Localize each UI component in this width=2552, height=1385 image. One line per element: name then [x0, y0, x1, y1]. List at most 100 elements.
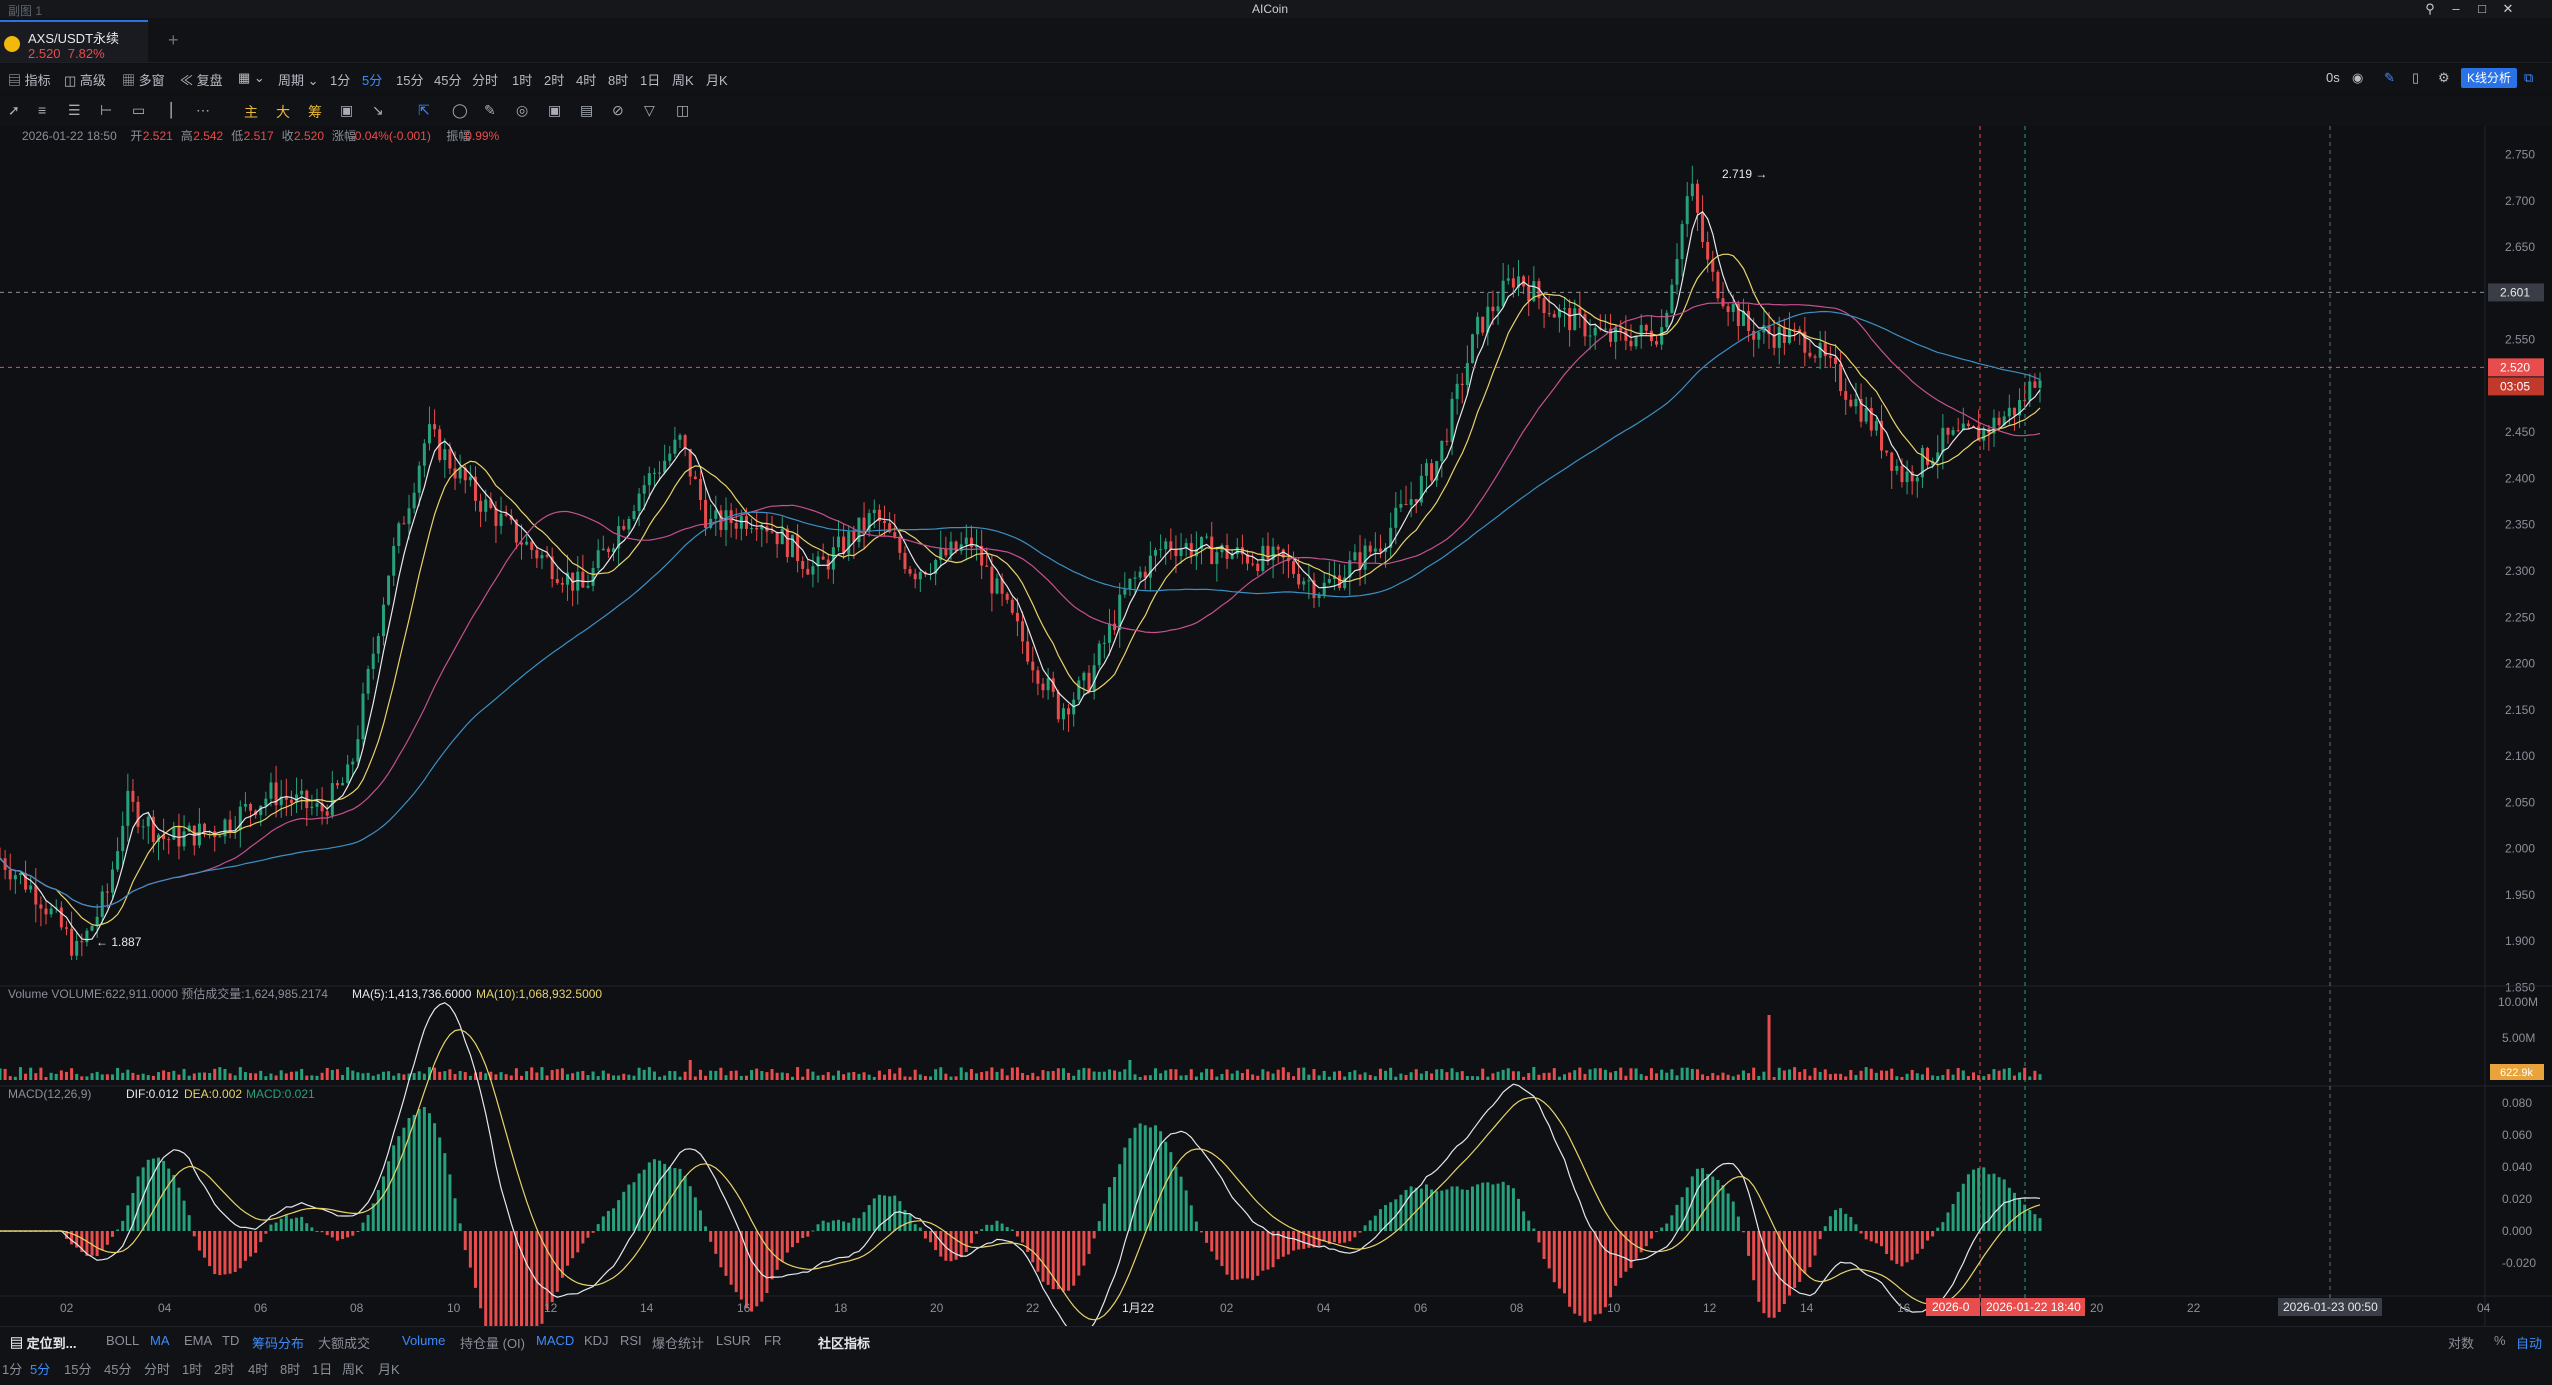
bottom-period-7[interactable]: 4时	[248, 1362, 269, 1377]
indicator-0[interactable]: BOLL	[106, 1333, 140, 1348]
binocular-icon[interactable]: ◎	[516, 102, 529, 118]
copy-icon[interactable]: ▯	[2412, 70, 2420, 85]
maximize-icon[interactable]: □	[2478, 1, 2486, 16]
volume-bar	[888, 1069, 892, 1080]
period-9[interactable]: 1日	[640, 73, 661, 88]
bottom-period-9[interactable]: 1日	[312, 1362, 333, 1377]
period-1[interactable]: 5分	[362, 73, 383, 88]
period-2[interactable]: 15分	[396, 73, 424, 88]
volume-bar	[1956, 1068, 1960, 1080]
period-4[interactable]: 分时	[472, 73, 499, 88]
candle-body	[888, 523, 892, 533]
share-icon[interactable]: ⧉	[2524, 70, 2534, 85]
note-icon[interactable]: ▤	[580, 102, 594, 118]
bottom-period-5[interactable]: 1时	[182, 1362, 203, 1377]
macd-bar	[586, 1231, 590, 1238]
crop-icon[interactable]: ⇱	[418, 102, 430, 118]
close-icon[interactable]: ✕	[2502, 1, 2514, 16]
bottom-period-8[interactable]: 8时	[280, 1362, 301, 1377]
chart-area[interactable]: 2.7502.7002.6502.6002.5502.5002.4502.400…	[0, 126, 2552, 1377]
candle-body	[913, 573, 917, 580]
axis-option-0[interactable]: 对数	[2448, 1336, 2475, 1351]
sub-indicator-2[interactable]: MACD	[536, 1333, 575, 1348]
lock-icon[interactable]: ▣	[548, 102, 562, 118]
bottom-period-1[interactable]: 5分	[30, 1362, 51, 1377]
sub-indicator-1[interactable]: 持仓量 (OI)	[460, 1336, 525, 1351]
bottom-period-0[interactable]: 1分	[2, 1362, 23, 1377]
segment-tool-icon[interactable]: ⊢	[100, 102, 113, 118]
price-tick: 2.350	[2505, 518, 2535, 532]
period-0[interactable]: 1分	[330, 73, 351, 88]
macd-bar	[2038, 1218, 2042, 1231]
bottom-period-6[interactable]: 2时	[214, 1362, 235, 1377]
sub-indicator-5[interactable]: 爆仓统计	[652, 1336, 705, 1351]
filter-icon[interactable]: ▽	[644, 102, 655, 118]
replay-button[interactable]: ≪ 复盘	[180, 73, 223, 88]
period-7[interactable]: 4时	[576, 73, 597, 88]
bottom-period-2[interactable]: 15分	[64, 1362, 92, 1377]
indicator-button[interactable]: ▤ 指标	[8, 73, 51, 88]
more-tools-icon[interactable]: ⋯	[196, 102, 210, 118]
chips-toggle[interactable]: 筹	[308, 104, 322, 120]
indicator-3[interactable]: TD	[222, 1333, 240, 1348]
symbol-tab[interactable]: AXS/USDT永续 2.520 7.82%	[0, 20, 148, 62]
sub-indicator-7[interactable]: FR	[764, 1333, 782, 1348]
locate-button[interactable]: ▤ 定位到...	[10, 1336, 77, 1351]
macd-bar	[1000, 1223, 1004, 1231]
sub-indicator-3[interactable]: KDJ	[584, 1333, 609, 1348]
hlines-tool-icon[interactable]: ≡	[38, 102, 47, 118]
period-5[interactable]: 1时	[512, 73, 533, 88]
chart-svg[interactable]: 2.7502.7002.6502.6002.5502.5002.4502.400…	[0, 126, 2552, 1377]
large-toggle[interactable]: 大	[276, 104, 290, 120]
indicator-5[interactable]: 大额成交	[318, 1336, 371, 1351]
template-icon[interactable]: ▣	[340, 102, 354, 118]
main-toggle[interactable]: 主	[244, 104, 258, 120]
indicator-2[interactable]: EMA	[184, 1333, 213, 1348]
kline-analysis-button[interactable]: K线分析	[2461, 68, 2517, 88]
add-tab-icon[interactable]: +	[168, 30, 179, 50]
pen-icon[interactable]: ✎	[2384, 70, 2395, 85]
trash-icon[interactable]: ◫	[676, 102, 690, 118]
candle-body	[1051, 678, 1055, 692]
macd-bar	[1123, 1147, 1127, 1231]
bottom-period-10[interactable]: 周K	[342, 1362, 364, 1377]
bottom-period-4[interactable]: 分时	[144, 1362, 171, 1377]
eraser-icon[interactable]: ◯	[452, 102, 468, 118]
chart-type-button[interactable]: ▦ ⌄	[238, 70, 265, 85]
period-11[interactable]: 月K	[706, 73, 728, 88]
ruler-icon[interactable]: ↘	[372, 102, 384, 118]
hide-icon[interactable]: ⊘	[612, 102, 624, 118]
axis-option-2[interactable]: 自动	[2516, 1336, 2543, 1351]
bottom-period-11[interactable]: 月K	[378, 1362, 400, 1377]
period-8[interactable]: 8时	[608, 73, 629, 88]
vline-tool-icon[interactable]: ⎥	[166, 102, 173, 118]
candle-body	[1082, 672, 1086, 681]
gear-icon[interactable]: ⚙	[2438, 70, 2450, 85]
candle-body	[13, 875, 17, 880]
macd-bar	[1286, 1231, 1290, 1255]
indicator-4[interactable]: 筹码分布	[252, 1336, 305, 1351]
period-6[interactable]: 2时	[544, 73, 565, 88]
advanced-button[interactable]: ◫ 高级	[64, 73, 106, 88]
search-icon[interactable]: ⚲	[2425, 1, 2435, 16]
line-tool-icon[interactable]: ➚	[8, 102, 20, 118]
period-3[interactable]: 45分	[434, 73, 462, 88]
axis-option-1[interactable]: %	[2494, 1333, 2506, 1348]
indicator-1[interactable]: MA	[150, 1333, 170, 1348]
bottom-period-3[interactable]: 45分	[104, 1362, 132, 1377]
channel-tool-icon[interactable]: ☰	[68, 102, 81, 118]
community-indicator-button[interactable]: 社区指标	[818, 1336, 871, 1351]
candle-body	[2002, 416, 2006, 426]
volume-bar	[821, 1074, 825, 1080]
camera-icon[interactable]: ◉	[2352, 70, 2364, 85]
sub-indicator-6[interactable]: LSUR	[716, 1333, 751, 1348]
period-10[interactable]: 周K	[672, 73, 694, 88]
sub-indicator-0[interactable]: Volume	[402, 1333, 446, 1348]
multi-window-button[interactable]: ▦ 多窗	[122, 73, 165, 88]
sub-indicator-4[interactable]: RSI	[620, 1333, 642, 1348]
rect-tool-icon[interactable]: ▭	[132, 102, 146, 118]
period-dropdown[interactable]: 周期 ⌄	[278, 73, 319, 88]
brush-icon[interactable]: ✎	[484, 102, 496, 118]
volume-bar	[463, 1072, 467, 1080]
minimize-icon[interactable]: –	[2452, 1, 2460, 16]
